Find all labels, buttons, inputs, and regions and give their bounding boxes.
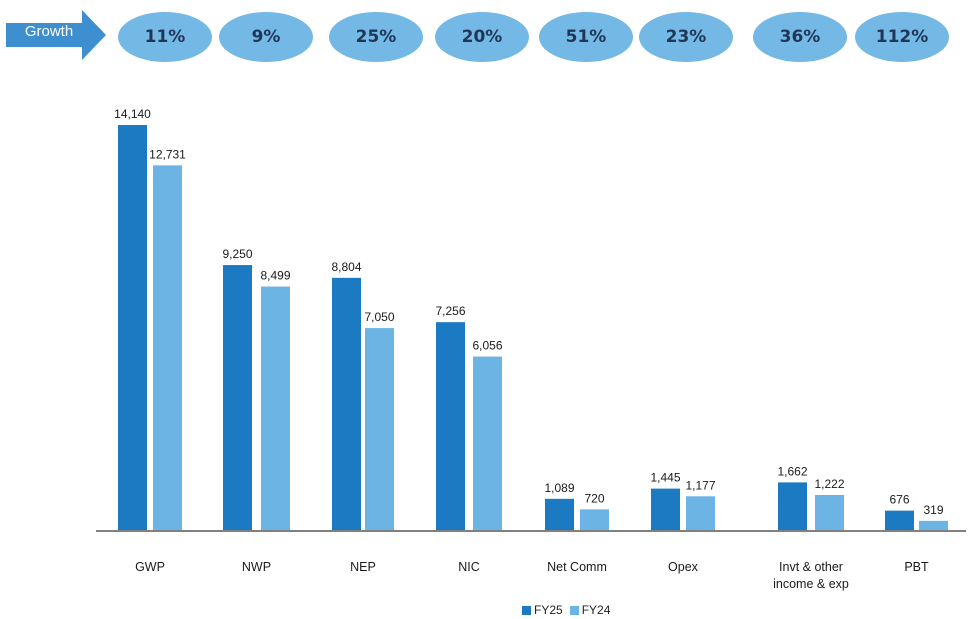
bar-fy25 [545,498,574,530]
bar-fy24 [686,496,715,530]
bar-fy24 [153,165,182,530]
category-label: GWP [135,560,165,574]
bar-fy24 [580,509,609,530]
data-label-fy25: 1,089 [544,481,574,495]
bar-fy25 [223,265,252,530]
growth-pill: 23% [639,12,733,62]
data-label-fy24: 319 [923,503,943,517]
legend-label-fy25: FY25 [534,603,563,617]
category-label: PBT [904,560,929,574]
growth-label: Growth [24,23,74,40]
bar-fy24 [473,356,502,530]
category-label: NWP [242,560,271,574]
data-label-fy24: 6,056 [472,339,502,353]
growth-pill: 9% [219,12,313,62]
growth-arrow-icon [6,10,106,60]
data-label-fy24: 1,177 [685,478,715,492]
data-label-fy24: 1,222 [814,477,844,491]
data-label-fy24: 12,731 [149,147,186,161]
bar-fy24 [261,286,290,530]
bar-fy25 [778,482,807,530]
data-label-fy25: 1,445 [650,471,680,485]
data-label-fy25: 14,140 [114,107,151,121]
data-label-fy25: 676 [889,493,909,507]
legend-item-fy24: FY24 [569,603,611,617]
growth-pill: 20% [435,12,529,62]
bar-fy24 [815,494,844,530]
legend: FY25 FY24 [522,603,617,617]
growth-pill: 36% [753,12,847,62]
bar-fy25 [118,125,147,530]
legend-label-fy24: FY24 [581,603,611,617]
legend-swatch-fy24 [569,605,579,615]
data-label-fy25: 9,250 [222,247,252,261]
bar-fy25 [651,488,680,530]
data-label-fy24: 8,499 [260,269,290,283]
bar-fy24 [919,520,948,530]
bar-fy25 [885,510,914,530]
growth-pill: 112% [855,12,949,62]
bar-fy25 [436,322,465,530]
category-label: Net Comm [547,560,607,574]
category-label-multiline: Invt & other income & exp [773,560,849,591]
bar-fy24 [365,328,394,530]
growth-pill: 51% [539,12,633,62]
growth-pill: 11% [118,12,212,62]
category-label: NEP [350,560,376,574]
data-label-fy25: 1,662 [777,464,807,478]
bar-fy25 [332,277,361,530]
data-label-fy24: 7,050 [364,310,394,324]
data-label-fy25: 7,256 [435,304,465,318]
legend-swatch-fy25 [522,605,531,615]
data-label-fy25: 8,804 [331,260,361,274]
category-label: NIC [458,560,480,574]
category-label: Opex [668,560,699,574]
data-label-fy24: 720 [584,491,604,505]
legend-item-fy25: FY25 [522,603,563,617]
growth-pill: 25% [329,12,423,62]
